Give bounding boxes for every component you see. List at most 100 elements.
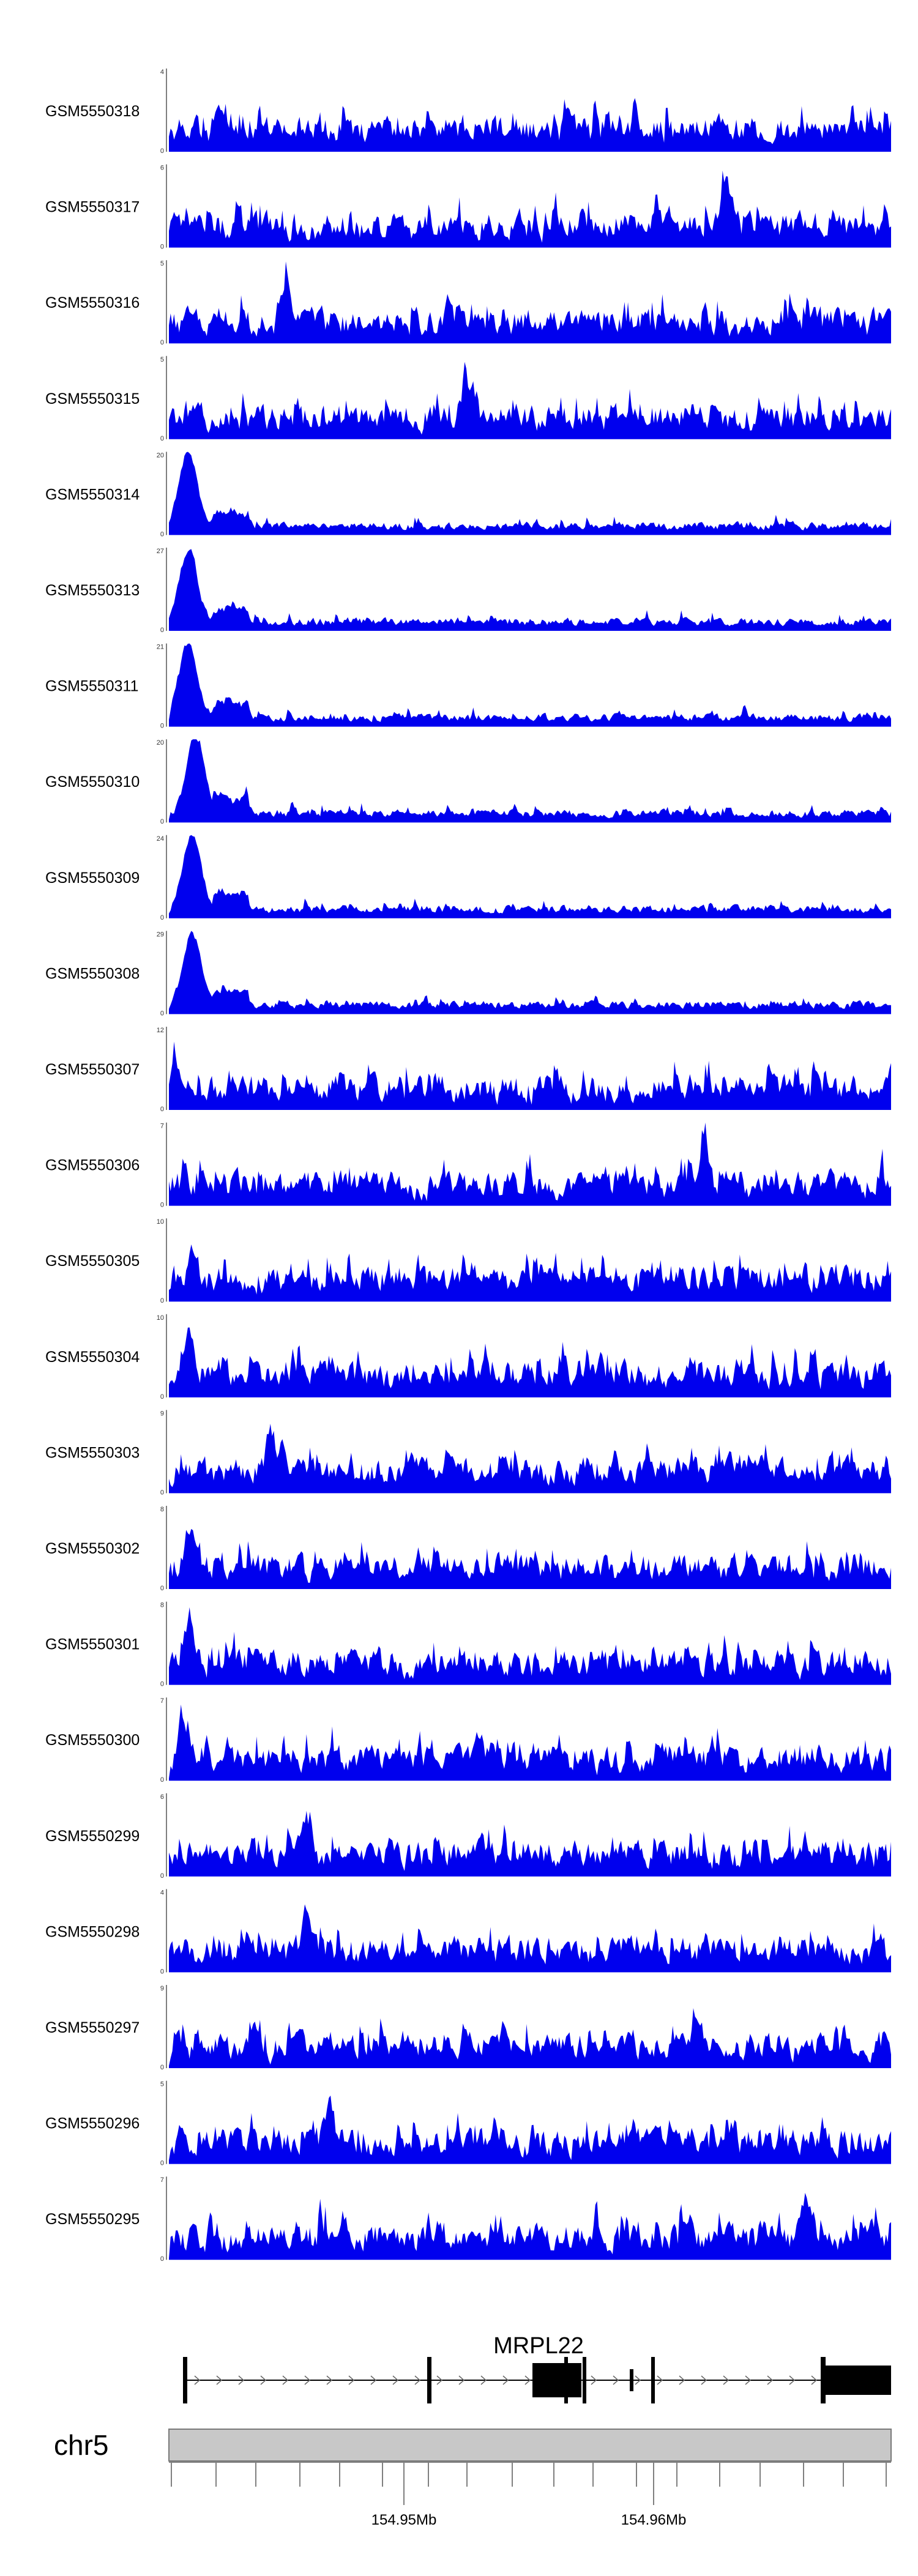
coverage-area (169, 1122, 891, 1206)
coverage-track: GSM5550300 7 0 (45, 1697, 891, 1784)
exon (583, 2357, 586, 2403)
strand-arrow (436, 2375, 443, 2385)
strand-arrow (811, 2375, 818, 2385)
coverage-area (169, 1041, 891, 1110)
strand-arrow (194, 2375, 201, 2385)
coverage-area (169, 835, 891, 918)
sample-label: GSM5550318 (45, 103, 140, 120)
y-min-label: 0 (160, 1393, 164, 1401)
strand-arrow (723, 2375, 730, 2385)
sample-label: GSM5550299 (45, 1828, 140, 1845)
y-max-label: 5 (160, 260, 164, 267)
coverage-track: GSM5550302 8 0 (45, 1506, 891, 1592)
coverage-track: GSM5550318 4 0 (45, 69, 891, 155)
coverage-area (169, 1244, 891, 1302)
y-max-label: 8 (160, 1506, 164, 1513)
coverage-area (169, 1811, 891, 1877)
coverage-area (169, 1704, 891, 1781)
coverage-area (169, 1423, 891, 1494)
y-min-label: 0 (160, 1585, 164, 1592)
coverage-area (169, 1528, 891, 1589)
exon (427, 2357, 431, 2403)
strand-arrow (282, 2375, 289, 2385)
y-max-label: 9 (160, 1985, 164, 1992)
sample-label: GSM5550302 (45, 1540, 140, 1557)
y-min-label: 0 (160, 2255, 164, 2263)
coverage-area (169, 1607, 891, 1685)
tick-label: 154.96Mb (621, 2512, 687, 2528)
y-max-label: 20 (157, 739, 164, 746)
coverage-area (169, 1327, 891, 1398)
coverage-track: GSM5550301 8 0 (45, 1601, 891, 1688)
y-max-label: 12 (157, 1027, 164, 1034)
coverage-area (169, 739, 891, 823)
tick-label: 154.95Mb (371, 2512, 437, 2528)
coverage-area (169, 2008, 891, 2068)
y-min-label: 0 (160, 723, 164, 730)
strand-arrow (502, 2375, 509, 2385)
coverage-track: GSM5550316 5 0 (45, 260, 891, 346)
coverage-track: GSM5550310 20 0 (45, 739, 891, 825)
strand-arrow (304, 2375, 311, 2385)
strand-arrow (613, 2375, 619, 2385)
y-min-label: 0 (160, 2160, 164, 2167)
y-min-label: 0 (160, 147, 164, 155)
y-max-label: 8 (160, 1602, 164, 1609)
strand-arrow (458, 2375, 465, 2385)
sample-label: GSM5550301 (45, 1636, 140, 1653)
sample-label: GSM5550314 (45, 486, 140, 503)
coverage-area (169, 170, 891, 248)
y-max-label: 5 (160, 2081, 164, 2088)
exon (564, 2357, 568, 2403)
axis-ticks (171, 2462, 887, 2505)
y-min-label: 0 (160, 1106, 164, 1113)
coverage-area (169, 261, 891, 344)
coverage-track: GSM5550297 9 0 (45, 1985, 891, 2071)
y-max-label: 7 (160, 1123, 164, 1130)
exon (826, 2366, 891, 2395)
chromosome-label: chr5 (54, 2429, 108, 2461)
strand-arrow (524, 2375, 531, 2385)
sample-label: GSM5550310 (45, 773, 140, 791)
y-min-label: 0 (160, 1202, 164, 1209)
sample-label: GSM5550295 (45, 2211, 140, 2228)
strand-arrow (789, 2375, 796, 2385)
sample-label: GSM5550298 (45, 1923, 140, 1940)
y-min-label: 0 (160, 627, 164, 634)
coverage-area (169, 362, 891, 439)
strand-arrow (348, 2375, 355, 2385)
sample-label: GSM5550303 (45, 1444, 140, 1461)
strand-arrow (392, 2375, 399, 2385)
exon (183, 2357, 187, 2403)
y-max-label: 7 (160, 2176, 164, 2184)
coverage-area (169, 2192, 891, 2260)
strand-arrow (745, 2375, 752, 2385)
y-max-label: 6 (160, 165, 164, 172)
strand-arrow (657, 2375, 663, 2385)
coverage-tracks: GSM555031840GSM555031760GSM555031650GSM5… (45, 69, 891, 2263)
y-max-label: 4 (160, 1889, 164, 1896)
coverage-area (169, 98, 891, 152)
strand-arrow (591, 2375, 597, 2385)
coverage-track: GSM5550299 6 0 (45, 1793, 891, 1880)
y-min-label: 0 (160, 1489, 164, 1496)
y-max-label: 29 (157, 931, 164, 938)
y-max-label: 10 (157, 1218, 164, 1226)
strand-arrows (194, 2375, 818, 2385)
y-max-label: 27 (157, 548, 164, 555)
sample-label: GSM5550297 (45, 2019, 140, 2036)
y-max-label: 9 (160, 1410, 164, 1417)
coverage-track: GSM5550303 9 0 (45, 1410, 891, 1496)
y-min-label: 0 (160, 914, 164, 921)
y-min-label: 0 (160, 530, 164, 538)
y-max-label: 4 (160, 69, 164, 76)
strand-arrow (216, 2375, 223, 2385)
coverage-area (169, 452, 891, 535)
coverage-area (169, 549, 891, 631)
sample-label: GSM5550300 (45, 1732, 140, 1749)
y-min-label: 0 (160, 339, 164, 346)
strand-arrow (260, 2375, 267, 2385)
coverage-area (169, 1904, 891, 1973)
coverage-track: GSM5550298 4 0 (45, 1889, 891, 1975)
